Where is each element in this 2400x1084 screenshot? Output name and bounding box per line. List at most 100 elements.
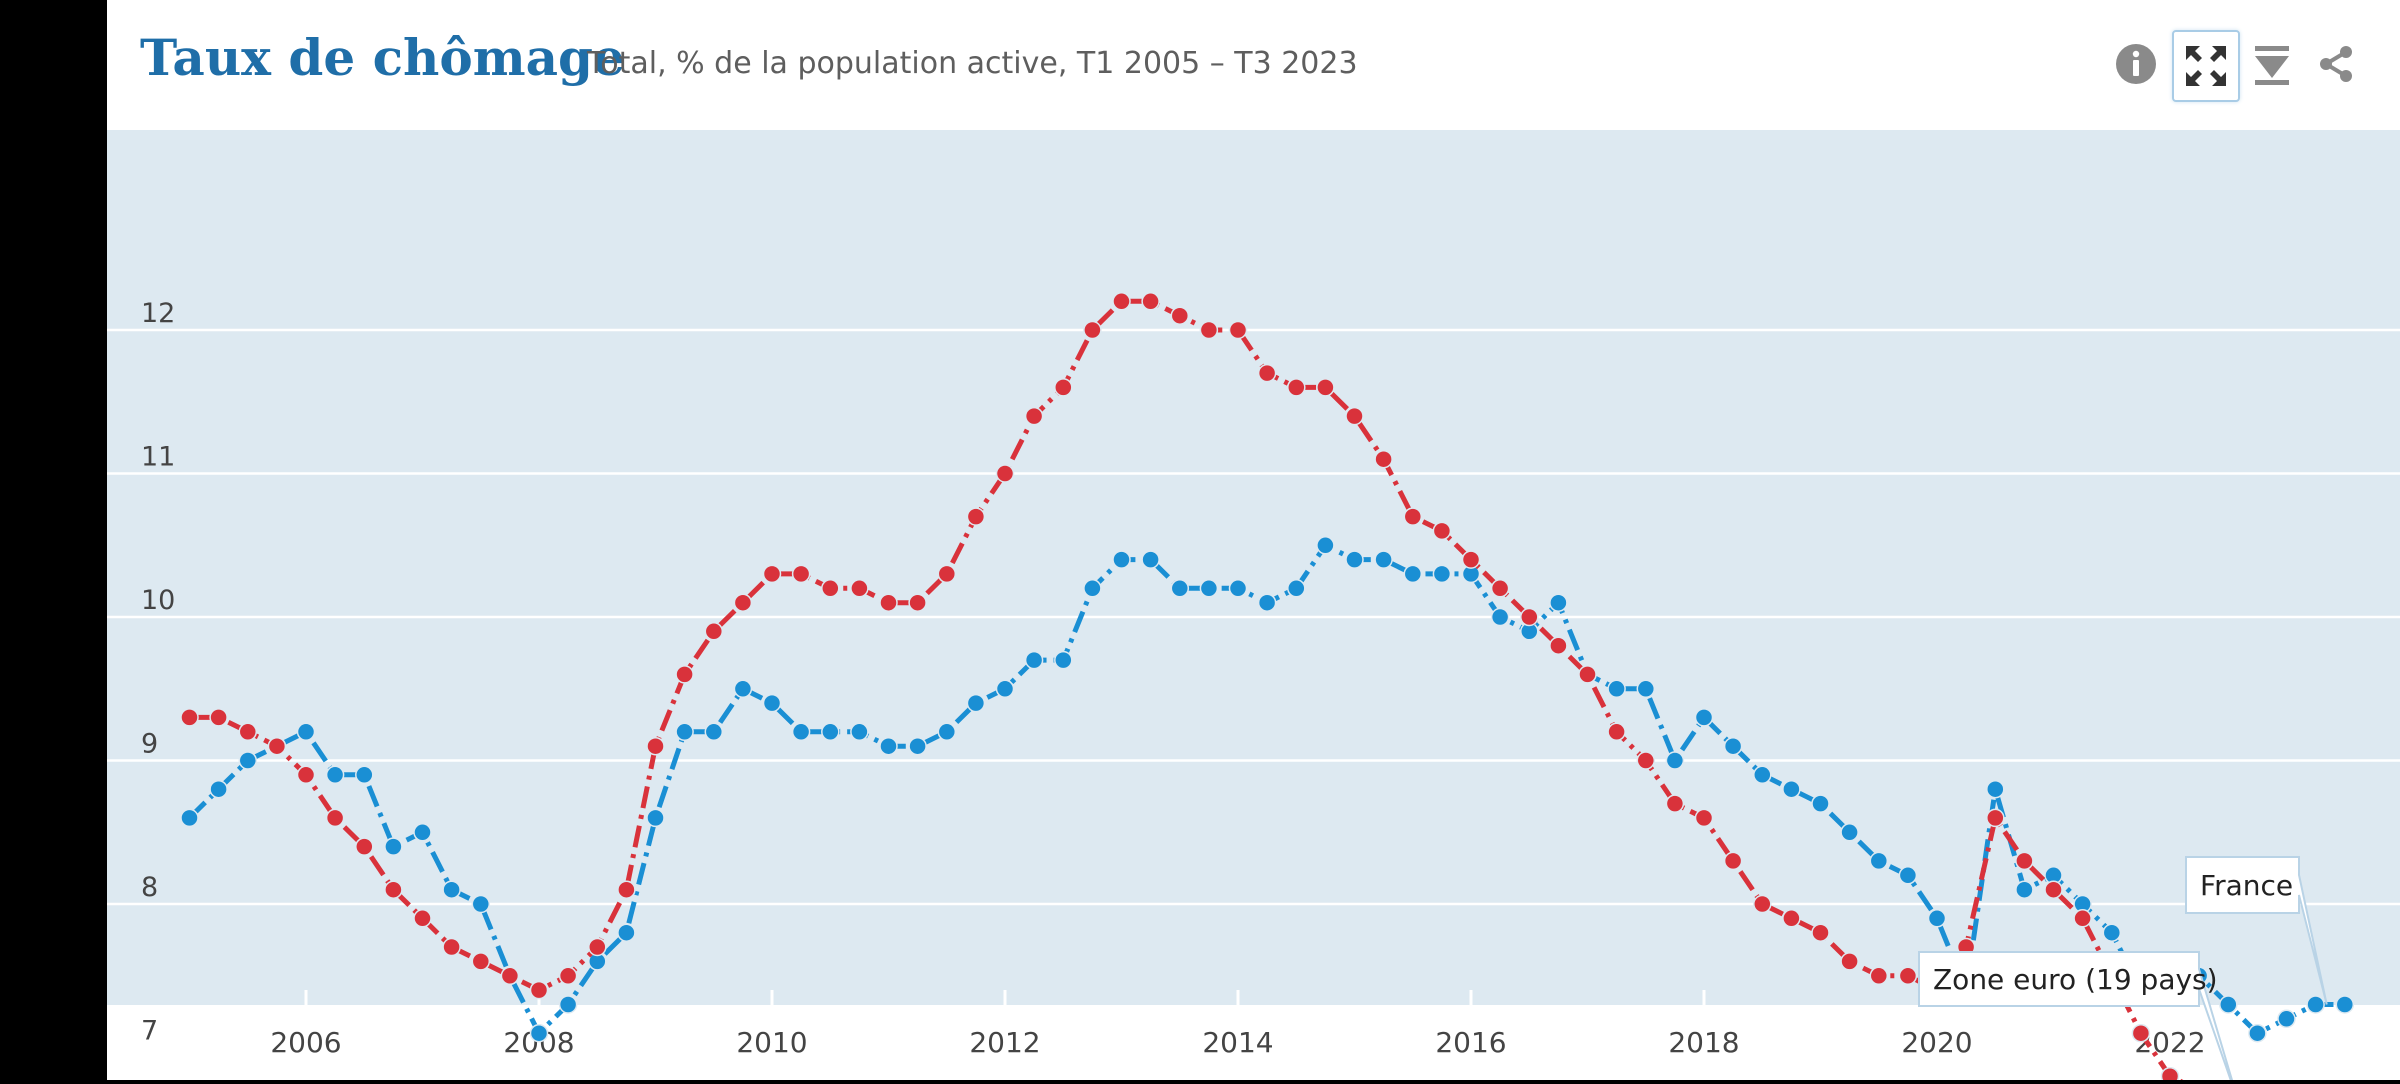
data-point[interactable] <box>1694 808 1714 828</box>
data-point[interactable] <box>1578 665 1597 684</box>
data-point[interactable] <box>733 593 753 612</box>
data-point[interactable] <box>384 837 403 856</box>
data-point[interactable] <box>471 894 491 914</box>
data-point[interactable] <box>646 808 665 828</box>
data-point[interactable] <box>1723 851 1743 871</box>
data-point[interactable] <box>2335 995 2355 1014</box>
data-point[interactable] <box>1083 579 1102 598</box>
data-point[interactable] <box>529 1023 549 1043</box>
data-point[interactable] <box>2160 1066 2180 1084</box>
data-point[interactable] <box>1694 708 1714 727</box>
data-point[interactable] <box>1374 449 1393 469</box>
data-point[interactable] <box>879 593 898 612</box>
data-point[interactable] <box>529 980 549 1000</box>
data-point[interactable] <box>850 722 869 742</box>
data-point[interactable] <box>791 564 811 584</box>
data-point[interactable] <box>966 507 986 526</box>
data-point[interactable] <box>704 622 724 641</box>
data-point[interactable] <box>1782 909 1801 928</box>
data-point[interactable] <box>791 722 811 742</box>
data-point[interactable] <box>209 779 228 799</box>
data-point[interactable] <box>1607 679 1626 699</box>
data-point[interactable] <box>1811 923 1830 942</box>
data-point[interactable] <box>1141 292 1160 311</box>
data-point[interactable] <box>966 693 986 713</box>
data-point[interactable] <box>821 722 840 742</box>
data-point[interactable] <box>1170 579 1190 598</box>
data-point[interactable] <box>995 679 1015 699</box>
data-point[interactable] <box>821 579 840 598</box>
data-point[interactable] <box>1811 794 1830 813</box>
data-point[interactable] <box>850 579 869 598</box>
data-point[interactable] <box>1054 650 1073 670</box>
data-point[interactable] <box>1432 564 1452 584</box>
data-point[interactable] <box>296 765 316 785</box>
data-point[interactable] <box>1024 650 1044 670</box>
data-point[interactable] <box>413 909 432 928</box>
data-point[interactable] <box>617 923 636 942</box>
data-point[interactable] <box>238 751 258 770</box>
data-point[interactable] <box>325 808 345 828</box>
data-point[interactable] <box>1199 320 1219 340</box>
data-point[interactable] <box>267 736 287 756</box>
data-point[interactable] <box>2131 1023 2151 1043</box>
data-point[interactable] <box>442 937 461 957</box>
data-point[interactable] <box>1490 579 1510 598</box>
data-point[interactable] <box>1986 808 2005 828</box>
data-point[interactable] <box>1490 607 1510 627</box>
data-point[interactable] <box>355 837 374 856</box>
data-point[interactable] <box>1432 521 1452 541</box>
data-point[interactable] <box>908 593 927 612</box>
data-point[interactable] <box>238 722 258 742</box>
data-point[interactable] <box>762 564 782 584</box>
data-point[interactable] <box>1374 550 1393 569</box>
data-point[interactable] <box>471 952 491 971</box>
data-point[interactable] <box>1753 765 1772 785</box>
data-point[interactable] <box>675 665 694 684</box>
data-point[interactable] <box>558 995 578 1014</box>
data-point[interactable] <box>1520 607 1539 627</box>
data-point[interactable] <box>1869 966 1889 986</box>
data-point[interactable] <box>1898 966 1918 986</box>
data-point[interactable] <box>1316 378 1335 397</box>
fullscreen-button[interactable] <box>2172 30 2240 102</box>
download-button[interactable] <box>2243 35 2301 93</box>
data-point[interactable] <box>180 808 199 828</box>
data-point[interactable] <box>1753 894 1772 914</box>
data-point[interactable] <box>1869 851 1889 871</box>
data-point[interactable] <box>1228 579 1248 598</box>
data-point[interactable] <box>2248 1023 2267 1043</box>
data-point[interactable] <box>937 564 957 584</box>
data-point[interactable] <box>2277 1009 2296 1029</box>
data-point[interactable] <box>1316 536 1335 555</box>
data-point[interactable] <box>1287 579 1306 598</box>
data-point[interactable] <box>1840 952 1859 971</box>
data-point[interactable] <box>1228 320 1248 340</box>
data-point[interactable] <box>617 880 636 899</box>
data-point[interactable] <box>1636 751 1656 770</box>
data-point[interactable] <box>209 708 228 727</box>
data-point[interactable] <box>1403 564 1423 584</box>
data-point[interactable] <box>733 679 753 699</box>
data-point[interactable] <box>1927 909 1947 928</box>
data-point[interactable] <box>1345 550 1364 569</box>
data-point[interactable] <box>2015 851 2034 871</box>
info-button[interactable] <box>2107 35 2165 93</box>
data-point[interactable] <box>675 722 694 742</box>
data-point[interactable] <box>1287 378 1306 397</box>
data-point[interactable] <box>2044 880 2063 899</box>
data-point[interactable] <box>1054 378 1073 397</box>
data-point[interactable] <box>1840 823 1859 842</box>
data-point[interactable] <box>1257 363 1277 383</box>
data-point[interactable] <box>1170 306 1190 325</box>
data-point[interactable] <box>2073 909 2092 928</box>
data-point[interactable] <box>1782 779 1801 799</box>
data-point[interactable] <box>1345 406 1364 426</box>
data-point[interactable] <box>1549 636 1568 655</box>
data-point[interactable] <box>384 880 403 899</box>
data-point[interactable] <box>2102 923 2122 942</box>
data-point[interactable] <box>442 880 461 899</box>
data-point[interactable] <box>2306 995 2325 1014</box>
data-point[interactable] <box>413 823 432 842</box>
data-point[interactable] <box>879 736 898 756</box>
